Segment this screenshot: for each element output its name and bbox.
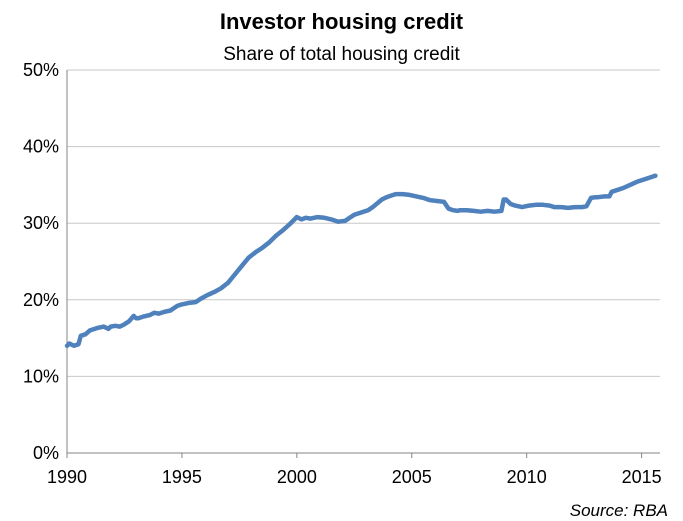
axes: [66, 70, 660, 458]
series-line-investor-share: [64, 173, 658, 349]
y-tick-label: 10%: [23, 366, 59, 386]
y-tick-label: 0%: [33, 443, 59, 463]
source-note: Source: RBA: [570, 501, 668, 520]
x-tick-label: 2015: [622, 467, 662, 487]
x-tick-label: 1995: [162, 467, 202, 487]
x-tick-label: 2010: [507, 467, 547, 487]
y-tick-label: 40%: [23, 137, 59, 157]
y-tick-label: 20%: [23, 290, 59, 310]
gridlines: [67, 69, 660, 377]
chart-subtitle: Share of total housing credit: [223, 44, 460, 65]
tick-labels: 0% 10% 20% 30% 40% 50% 1990 1995 2000 2005 2010 201…: [23, 60, 662, 487]
x-tick-label: 2000: [277, 467, 317, 487]
y-tick-label: 30%: [23, 213, 59, 233]
chart-title: Investor housing credit: [220, 9, 464, 34]
series-layer: [64, 173, 658, 349]
x-tick-label: 2005: [392, 467, 432, 487]
y-tick-label: 50%: [23, 60, 59, 80]
x-tick-label: 1990: [47, 467, 87, 487]
